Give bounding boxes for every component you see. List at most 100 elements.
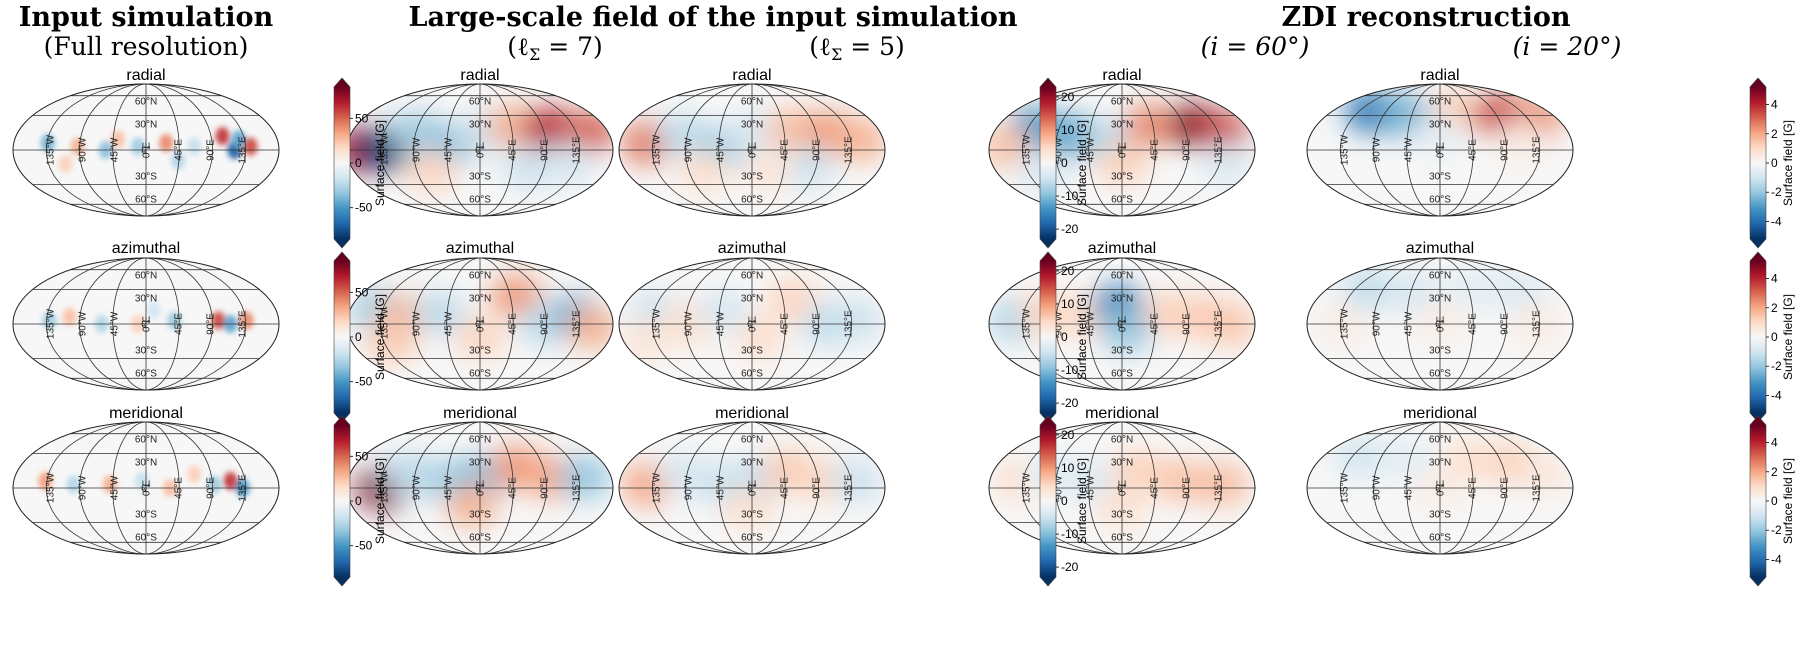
colorbar-tick-label: 20 <box>1061 428 1075 442</box>
meridian-line <box>1440 257 1507 391</box>
colorbar-outline <box>333 77 351 249</box>
map-outline <box>988 257 1256 391</box>
meridian-line <box>1088 257 1122 391</box>
field-patch <box>187 465 202 484</box>
colorbar-body <box>1750 87 1766 239</box>
panel-title-azimuthal: azimuthal <box>1406 240 1474 257</box>
field-patch <box>1518 452 1571 497</box>
latitude-label: 0° <box>141 320 151 331</box>
meridian-line <box>480 421 581 555</box>
latitude-label: 30°N <box>1111 120 1133 131</box>
field-patch <box>159 134 174 153</box>
meridian-line <box>112 83 146 217</box>
graticule <box>13 257 279 391</box>
longitude-label: 45°W <box>716 137 727 162</box>
meridian-line <box>413 257 480 391</box>
meridian-line <box>718 421 752 555</box>
longitude-label: 0°E <box>1436 480 1447 497</box>
panel-title-azimuthal: azimuthal <box>1088 240 1156 257</box>
meridian-line <box>112 257 146 391</box>
colorbar-extend-bottom <box>1750 239 1766 248</box>
longitude-label: 45°E <box>173 477 184 499</box>
latitude-label: 30°N <box>469 294 491 305</box>
longitude-label: 135°W <box>46 308 57 339</box>
colorbar-outline <box>1039 415 1057 587</box>
field-patch <box>405 148 458 193</box>
meridian-line <box>1122 421 1156 555</box>
latitude-label: 30°S <box>469 510 491 521</box>
field-patch <box>207 475 222 494</box>
meridian-line <box>1339 83 1440 217</box>
map-panel-zdi20-meridional: 60°N 30°N 0° 30°S 60°S 135°W 90°W 45°W 0°E 45°E 90… <box>1306 405 1574 555</box>
panel-title-radial: radial <box>732 67 771 84</box>
colorbar-tick-label: 0 <box>1061 330 1068 344</box>
meridian-line <box>480 421 514 555</box>
longitude-label: 135°W <box>46 472 57 503</box>
graticule <box>347 83 613 217</box>
map-panel-zdi60-azimuthal: 60°N 30°N 0° 30°S 60°S 135°W 90°W 45°W 0°E 45°E 90… <box>988 240 1256 391</box>
latitude-label: 60°S <box>741 195 763 206</box>
field-patch <box>830 298 883 343</box>
latitude-label: 60°S <box>469 369 491 380</box>
longitude-label: 135°E <box>843 136 854 164</box>
meridian-line <box>480 83 581 217</box>
meridian-line <box>1406 257 1440 391</box>
longitude-label: 135°W <box>380 308 391 339</box>
colorbar-extend-bottom <box>1040 577 1056 586</box>
latitude-label: 60°N <box>1111 271 1133 282</box>
map-outline <box>12 83 280 217</box>
latitude-label: 60°N <box>741 435 763 446</box>
field-patch <box>734 315 787 360</box>
longitude-label: 0°E <box>1118 142 1129 159</box>
meridian-line <box>752 83 786 217</box>
field-blobs <box>40 127 258 173</box>
graticule <box>619 257 885 391</box>
colorbar-tick-label: 2 <box>1771 301 1778 315</box>
colorbar-outline <box>1039 77 1057 249</box>
longitude-label: 90°E <box>1181 477 1192 499</box>
field-patch <box>231 130 246 149</box>
latitude-label: 0° <box>141 146 151 157</box>
meridian-line <box>146 257 247 391</box>
field-patch <box>502 145 555 190</box>
latitude-label: 60°S <box>1429 533 1451 544</box>
field-patch <box>721 486 774 531</box>
longitude-label: 135°W <box>1340 472 1351 503</box>
field-patch <box>830 459 883 504</box>
longitude-label: 90°E <box>811 139 822 161</box>
meridian-line <box>1373 83 1440 217</box>
field-blobs <box>621 448 883 531</box>
colorbar-extend-top <box>1040 252 1056 261</box>
map-panel-l5-radial: 60°N 30°N 0° 30°S 60°S 135°W 90°W 45°W 0°E 45°E 90… <box>618 67 886 217</box>
latitude-label: 0° <box>475 320 485 331</box>
large-scale-section-title: Large-scale field of the input simulatio… <box>408 2 1017 33</box>
longitude-label: 90°E <box>1181 313 1192 335</box>
latitude-label: 30°S <box>741 346 763 357</box>
colorbar-label: Surface field [G] <box>1781 120 1795 206</box>
field-patch <box>243 137 258 156</box>
latitude-label: 30°S <box>1429 172 1451 183</box>
map-outline <box>1306 83 1574 217</box>
panel-title-meridional: meridional <box>1085 405 1159 422</box>
colorbar-tick-label: 10 <box>1061 461 1075 475</box>
latitude-label: 0° <box>1435 146 1445 157</box>
field-patch <box>215 127 230 146</box>
panel-title-meridional: meridional <box>443 405 517 422</box>
l7-sigma: Σ <box>529 45 540 64</box>
map-panel-input-meridional: 60°N 30°N 0° 30°S 60°S 135°W 90°W 45°W 0°E 45°E 90… <box>12 405 280 555</box>
colorbar-extend-top <box>1750 78 1766 87</box>
field-patch <box>1200 141 1253 186</box>
meridian-line <box>112 421 146 555</box>
meridian-line <box>446 83 480 217</box>
panel-title-radial: radial <box>1420 67 1459 84</box>
latitude-label: 60°S <box>1111 195 1133 206</box>
colorbar-zdi-azimuthal: 4 2 0 -2 -4 Surface field [G] <box>1749 251 1795 423</box>
latitude-label: 30°N <box>469 458 491 469</box>
meridian-line <box>1339 257 1440 391</box>
longitude-label: 90°E <box>205 139 216 161</box>
longitude-label: 45°E <box>173 313 184 335</box>
map-outline <box>988 83 1256 217</box>
colorbar-tick-label: 0 <box>1061 156 1068 170</box>
